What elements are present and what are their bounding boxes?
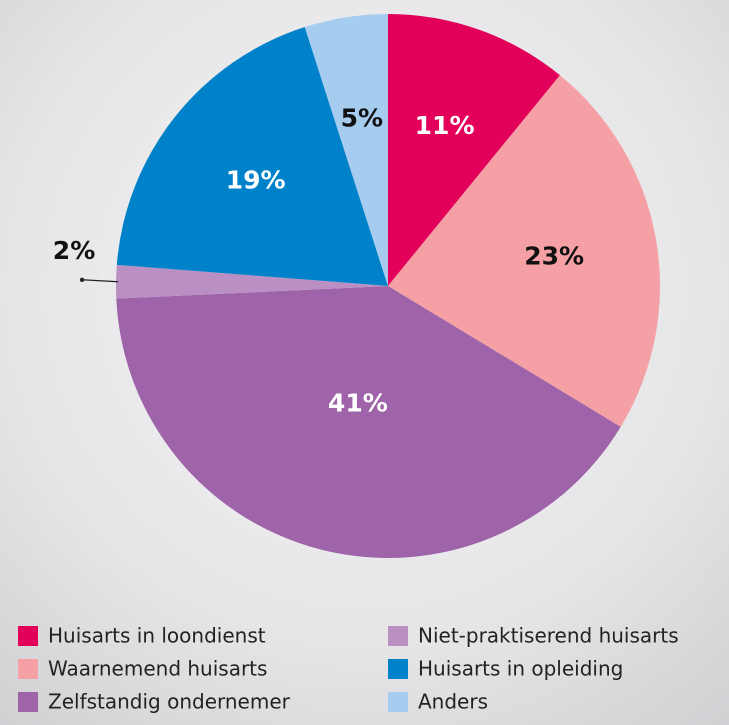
legend-label: Anders bbox=[418, 690, 488, 714]
legend-swatch bbox=[388, 692, 408, 712]
legend-swatch bbox=[388, 626, 408, 646]
legend-label: Huisarts in opleiding bbox=[418, 657, 623, 681]
legend-swatch bbox=[18, 692, 38, 712]
value-label: 23% bbox=[524, 241, 584, 270]
value-label: 2% bbox=[53, 236, 95, 265]
value-label: 5% bbox=[341, 103, 383, 132]
legend-label: Zelfstandig ondernemer bbox=[48, 690, 291, 714]
legend-swatch bbox=[18, 659, 38, 679]
legend-label: Waarnemend huisarts bbox=[48, 657, 267, 681]
legend-label: Huisarts in loondienst bbox=[48, 624, 266, 648]
value-label: 41% bbox=[328, 389, 388, 418]
legend-swatch bbox=[388, 659, 408, 679]
chart: 11% 23% 41% 2% 19% 5% Huisarts in loondienst Wa… bbox=[0, 0, 729, 725]
legend-swatch bbox=[18, 626, 38, 646]
legend-label: Niet-praktiserend huisarts bbox=[418, 624, 679, 648]
value-label: 11% bbox=[415, 111, 475, 140]
leader-dot bbox=[80, 278, 84, 282]
value-label: 19% bbox=[226, 165, 286, 194]
